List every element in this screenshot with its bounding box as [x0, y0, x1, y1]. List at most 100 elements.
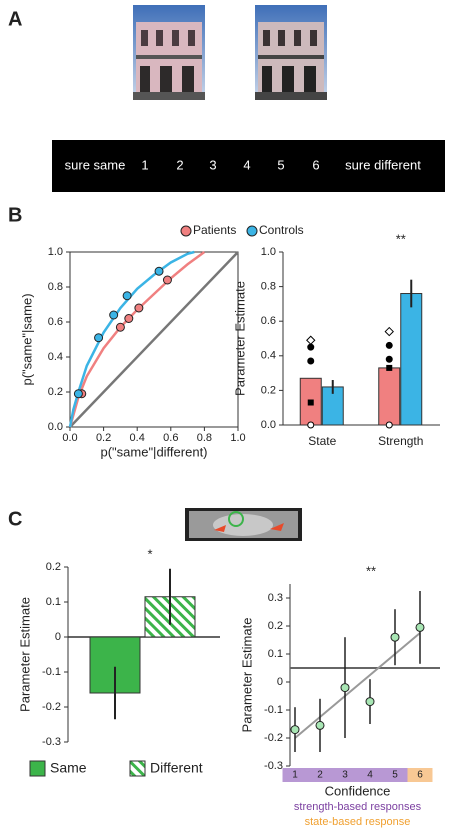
x-tick-label: 0.6: [163, 432, 178, 444]
point: [385, 341, 393, 349]
y-tick-label: 1.0: [261, 246, 276, 258]
scale-label: sure same: [65, 157, 126, 172]
band: [407, 768, 433, 782]
y-axis-label: Parameter Estimate: [17, 597, 32, 712]
y-axis-label: Parameter Estimate: [239, 618, 254, 733]
y-tick-label: 0.2: [48, 386, 63, 398]
point: [340, 683, 350, 693]
bar: [400, 293, 423, 426]
point: [390, 632, 400, 642]
scale-label: 2: [176, 157, 183, 172]
point: [94, 333, 104, 343]
x-tick-label: 0.0: [62, 432, 77, 444]
x-tick-label: State: [308, 434, 336, 448]
legend-label: Controls: [259, 223, 304, 237]
y-tick-label: 0.1: [268, 648, 283, 660]
x-tick-label: 3: [342, 770, 348, 781]
x-tick-label: 4: [367, 770, 373, 781]
annotation: *: [147, 546, 152, 561]
band: [282, 768, 408, 782]
x-tick-label: 1.0: [230, 432, 245, 444]
annotation: **: [366, 563, 376, 578]
panel-label: C: [8, 508, 22, 530]
point: [307, 421, 315, 429]
x-tick-label: Strength: [378, 434, 423, 448]
annotation: **: [396, 231, 406, 246]
reference-line: [69, 251, 239, 428]
y-tick-label: 0.4: [48, 351, 63, 363]
scale-label: 5: [277, 157, 284, 172]
note: strength-based responses: [294, 801, 422, 813]
point: [315, 720, 325, 730]
point: [307, 357, 315, 365]
y-tick-label: 0: [277, 676, 283, 688]
panel-label: A: [8, 8, 22, 30]
scale-label: 3: [209, 157, 216, 172]
fit-curve: [68, 250, 195, 428]
plot-frame: [69, 251, 239, 428]
note: state-based response: [305, 816, 411, 828]
scale-label: 1: [141, 157, 148, 172]
y-axis-label: p("same"|same): [19, 293, 34, 385]
point: [307, 399, 314, 406]
legend-marker: [246, 225, 258, 237]
y-tick-label: 1.0: [48, 246, 63, 258]
x-tick-label: 0.2: [96, 432, 111, 444]
legend-label: Different: [150, 760, 203, 776]
y-tick-label: -0.2: [42, 701, 61, 713]
y-tick-label: 0.6: [261, 315, 276, 327]
y-tick-label: 0.2: [261, 384, 276, 396]
scale-bar: [52, 140, 445, 192]
point: [307, 343, 315, 351]
x-tick-label: 0.8: [197, 432, 212, 444]
y-tick-label: -0.2: [264, 732, 283, 744]
y-tick-label: 0.8: [261, 281, 276, 293]
point: [162, 275, 172, 285]
point: [122, 291, 132, 301]
legend-label: Same: [50, 760, 87, 776]
legend-label: Patients: [193, 223, 236, 237]
point: [73, 389, 83, 399]
point: [115, 322, 125, 332]
legend-marker: [29, 760, 46, 777]
y-tick-label: 0.2: [46, 561, 61, 573]
point: [385, 355, 393, 363]
trend-line: [294, 632, 421, 739]
bar: [378, 367, 401, 426]
point: [109, 310, 119, 320]
y-tick-label: 0.0: [48, 421, 63, 433]
photo: [255, 5, 327, 100]
y-tick-label: 0.8: [48, 281, 63, 293]
x-tick-label: 2: [317, 770, 323, 781]
y-tick-label: -0.3: [42, 736, 61, 748]
x-tick-label: 5: [392, 770, 398, 781]
y-tick-label: 0.6: [48, 316, 63, 328]
point: [386, 364, 393, 371]
legend-marker: [180, 225, 192, 237]
panel-label: B: [8, 204, 22, 226]
y-tick-label: 0: [55, 631, 61, 643]
brain-image: [185, 508, 302, 541]
y-tick-label: 0.4: [261, 350, 276, 362]
x-axis-label: Confidence: [325, 783, 391, 798]
point: [290, 725, 300, 735]
y-tick-label: -0.3: [264, 760, 283, 772]
point: [415, 622, 425, 632]
point: [306, 335, 316, 345]
y-tick-label: 0.0: [261, 419, 276, 431]
point: [124, 314, 134, 323]
y-tick-label: -0.1: [264, 704, 283, 716]
point: [365, 697, 375, 707]
scale-label: 6: [312, 157, 319, 172]
point: [134, 303, 144, 313]
y-tick-label: 0.1: [46, 596, 61, 608]
fit-curve: [68, 250, 206, 428]
scale-label: sure different: [345, 157, 421, 172]
point: [385, 421, 393, 429]
y-tick-label: 0.2: [268, 620, 283, 632]
point: [384, 326, 394, 337]
photo: [133, 5, 205, 100]
scale-label: 4: [243, 157, 250, 172]
y-tick-label: -0.1: [42, 666, 61, 678]
